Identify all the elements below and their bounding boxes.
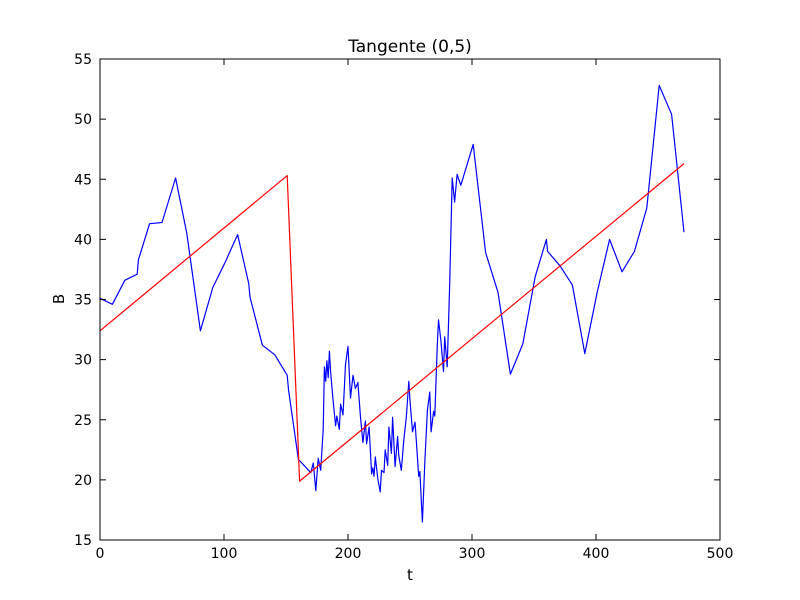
y-tick-label: 40: [74, 232, 92, 248]
plot-frame: [99, 58, 721, 541]
x-tick-label: 0: [96, 546, 105, 562]
y-tick-label: 25: [74, 413, 92, 429]
y-tick-label: 20: [74, 473, 92, 489]
x-tick-label: 300: [459, 546, 486, 562]
series-line-2: [99, 163, 685, 482]
y-tick-label: 35: [74, 293, 92, 309]
x-axis-label: t: [407, 566, 413, 584]
y-tick-label: 15: [74, 533, 92, 549]
x-tick-label: 500: [707, 546, 734, 562]
y-axis-label: B: [50, 294, 68, 304]
y-tick-label: 50: [74, 112, 92, 128]
x-tick-label: 400: [583, 546, 610, 562]
y-tick-label: 30: [74, 353, 92, 369]
y-tick-label: 55: [74, 52, 92, 68]
series-line-1: [99, 84, 685, 523]
x-tick-label: 200: [335, 546, 362, 562]
x-tick-label: 100: [211, 546, 238, 562]
chart-title: Tangente (0,5): [347, 37, 472, 57]
y-tick-label: 45: [74, 172, 92, 188]
